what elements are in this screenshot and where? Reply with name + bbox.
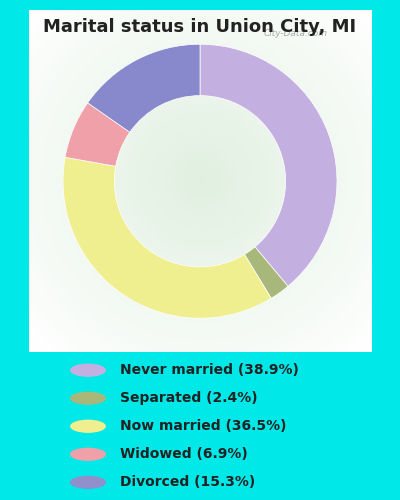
Text: Separated (2.4%): Separated (2.4%) xyxy=(120,391,258,405)
Wedge shape xyxy=(63,158,271,318)
Text: Marital status in Union City, MI: Marital status in Union City, MI xyxy=(44,18,356,36)
Text: City-Data.com: City-Data.com xyxy=(264,30,328,38)
Wedge shape xyxy=(88,44,200,132)
Wedge shape xyxy=(244,247,288,298)
Circle shape xyxy=(70,364,106,377)
Text: Widowed (6.9%): Widowed (6.9%) xyxy=(120,448,248,462)
Wedge shape xyxy=(200,44,337,286)
Circle shape xyxy=(70,476,106,489)
Text: Divorced (15.3%): Divorced (15.3%) xyxy=(120,476,255,490)
Text: Now married (36.5%): Now married (36.5%) xyxy=(120,419,286,433)
Text: Never married (38.9%): Never married (38.9%) xyxy=(120,363,299,377)
Circle shape xyxy=(70,420,106,433)
Circle shape xyxy=(70,392,106,405)
Circle shape xyxy=(70,448,106,461)
Wedge shape xyxy=(65,103,130,166)
